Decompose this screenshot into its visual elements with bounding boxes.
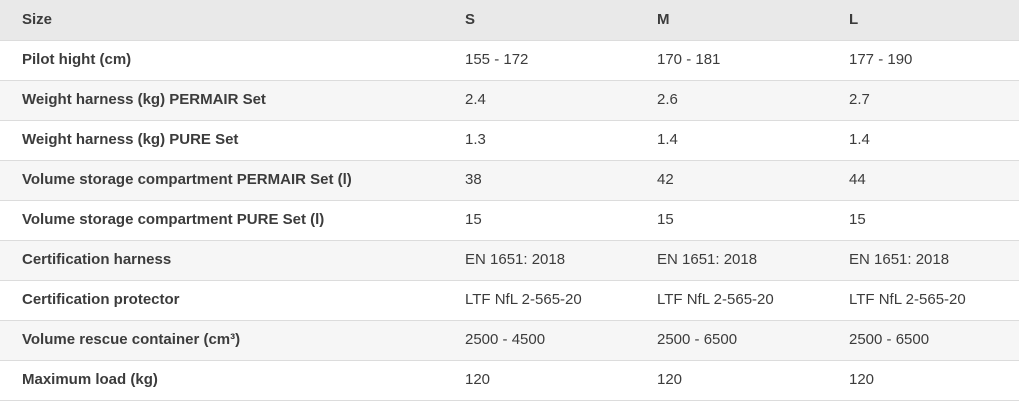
table-header: Size S M L — [0, 0, 1019, 40]
cell-s: 120 — [465, 371, 491, 388]
table-row-weight-permair: Weight harness (kg) PERMAIR Set 2.4 2.6 … — [0, 80, 1019, 120]
cell-l: 44 — [849, 171, 866, 188]
cell-s: 1.3 — [465, 131, 486, 148]
table-row-maximum-load: Maximum load (kg) 120 120 120 — [0, 360, 1019, 400]
cell-m: LTF NfL 2-565-20 — [657, 291, 774, 308]
cell-m: EN 1651: 2018 — [657, 251, 758, 268]
table-body: Pilot hight (cm) 155 - 172 170 - 181 177… — [0, 40, 1019, 400]
size-specification-table: Size S M L Pilot hight (cm) 155 - 172 17… — [0, 0, 1019, 400]
row-label: Volume rescue container (cm³) — [22, 331, 241, 348]
cell-l: 120 — [849, 371, 875, 388]
cell-s: 2.4 — [465, 91, 486, 108]
cell-l: 15 — [849, 211, 866, 228]
cell-s: 2500 - 4500 — [465, 331, 546, 348]
cell-s: EN 1651: 2018 — [465, 251, 566, 268]
table-row-certification-harness: Certification harness EN 1651: 2018 EN 1… — [0, 240, 1019, 280]
cell-l: 2.7 — [849, 91, 870, 108]
cell-m: 170 - 181 — [657, 51, 721, 68]
table-row-volume-rescue-container: Volume rescue container (cm³) 2500 - 450… — [0, 320, 1019, 360]
cell-m: 2.6 — [657, 91, 678, 108]
table-row-volume-storage-permair: Volume storage compartment PERMAIR Set (… — [0, 160, 1019, 200]
cell-s: 38 — [465, 171, 482, 188]
row-label: Volume storage compartment PURE Set (l) — [22, 211, 325, 228]
cell-l: LTF NfL 2-565-20 — [849, 291, 966, 308]
table-row-volume-storage-pure: Volume storage compartment PURE Set (l) … — [0, 200, 1019, 240]
cell-l: 1.4 — [849, 131, 870, 148]
row-label: Pilot hight (cm) — [22, 51, 132, 68]
row-label: Maximum load (kg) — [22, 371, 158, 388]
header-row: Size S M L — [0, 0, 1019, 40]
cell-m: 1.4 — [657, 131, 678, 148]
table-row-pilot-height: Pilot hight (cm) 155 - 172 170 - 181 177… — [0, 40, 1019, 80]
cell-s: LTF NfL 2-565-20 — [465, 291, 582, 308]
row-label: Weight harness (kg) PERMAIR Set — [22, 91, 266, 108]
cell-l: 177 - 190 — [849, 51, 913, 68]
table-row-certification-protector: Certification protector LTF NfL 2-565-20… — [0, 280, 1019, 320]
cell-m: 15 — [657, 211, 674, 228]
cell-l: 2500 - 6500 — [849, 331, 930, 348]
row-label: Weight harness (kg) PURE Set — [22, 131, 239, 148]
cell-s: 15 — [465, 211, 482, 228]
table-row-weight-pure: Weight harness (kg) PURE Set 1.3 1.4 1.4 — [0, 120, 1019, 160]
row-label: Certification protector — [22, 291, 180, 308]
header-cell-size: Size — [0, 0, 443, 40]
row-label: Certification harness — [22, 251, 172, 268]
cell-m: 120 — [657, 371, 683, 388]
cell-s: 155 - 172 — [465, 51, 529, 68]
header-cell-s: S — [443, 0, 635, 40]
header-cell-l: L — [827, 0, 1019, 40]
cell-m: 42 — [657, 171, 674, 188]
row-label: Volume storage compartment PERMAIR Set (… — [22, 171, 352, 188]
cell-l: EN 1651: 2018 — [849, 251, 950, 268]
cell-m: 2500 - 6500 — [657, 331, 738, 348]
header-cell-m: M — [635, 0, 827, 40]
